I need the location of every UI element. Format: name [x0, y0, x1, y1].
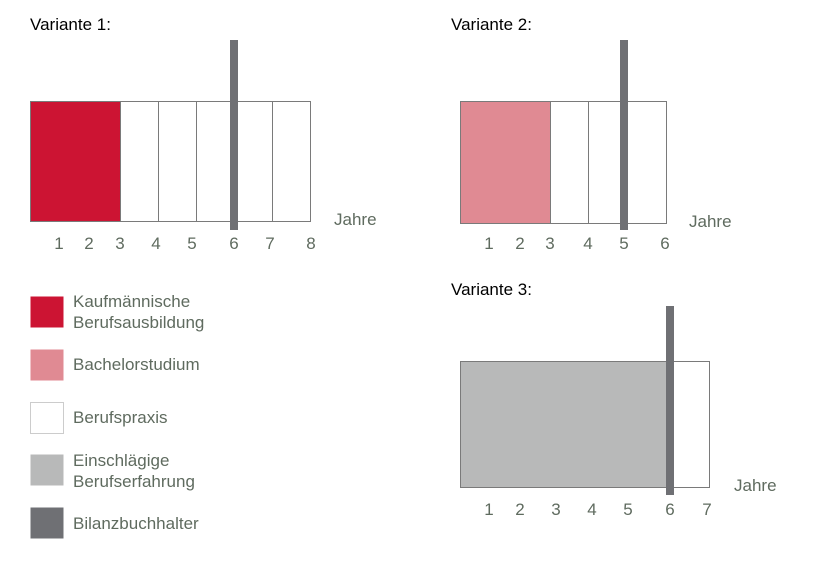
variant-3-tick-label: 5	[623, 500, 632, 519]
variant-1-segment-praxis	[234, 101, 273, 222]
legend-swatch-bachelor	[30, 349, 64, 381]
variant-1-tick-label: 5	[187, 234, 196, 253]
variant-3-ticks: 1 2 3 4 5 6 7	[484, 500, 711, 519]
variant-2-tick-label: 1	[484, 234, 493, 253]
variant-1: Variante 1: 1 2 3 4 5 6 7 8 Jahre	[30, 15, 377, 253]
variant-1-title: Variante 1:	[30, 15, 111, 34]
legend-label-bilanz: Bilanzbuchhalter	[73, 514, 199, 533]
legend-label-kaufmaennisch: Kaufmännische	[73, 292, 190, 311]
legend-swatch-kaufmaennisch	[30, 296, 64, 328]
variant-1-segment-praxis	[196, 101, 235, 222]
variant-2-segment-praxis	[626, 101, 667, 224]
variant-1-segment-praxis	[158, 101, 197, 222]
variant-1-tick-label: 1	[54, 234, 63, 253]
legend-label-bachelor: Bachelorstudium	[73, 355, 200, 374]
variant-3-bar	[460, 306, 710, 495]
variant-2-segment-praxis	[550, 101, 589, 224]
variant-3-tick-label: 7	[702, 500, 711, 519]
variant-1-tick-label: 6	[229, 234, 238, 253]
variant-3-tick-label: 4	[587, 500, 596, 519]
variant-1-bar	[30, 40, 311, 230]
variant-3-tick-label: 2	[515, 500, 524, 519]
legend-item-bilanz: Bilanzbuchhalter	[30, 507, 199, 539]
legend-swatch-erfahrung	[30, 454, 64, 486]
variant-2-bar	[460, 40, 667, 230]
variant-3-unit-label: Jahre	[734, 476, 777, 495]
variant-1-segment-kaufmaennisch	[30, 101, 121, 222]
variant-1-segment-praxis	[120, 101, 159, 222]
legend-swatch-bilanz	[30, 507, 64, 539]
variant-2-tick-label: 6	[660, 234, 669, 253]
variant-1-tick-label: 8	[306, 234, 315, 253]
variant-2-tick-label: 4	[583, 234, 592, 253]
variant-3-tick-label: 1	[484, 500, 493, 519]
variant-3-bilanzbuchhalter-marker	[666, 306, 674, 495]
variant-3-title: Variante 3:	[451, 280, 532, 299]
legend-label-erfahrung: Berufserfahrung	[73, 472, 195, 491]
variant-2-segment-bachelor	[460, 101, 551, 224]
legend-swatch-praxis	[30, 402, 64, 434]
variant-1-bilanzbuchhalter-marker	[230, 40, 238, 230]
variant-1-unit-label: Jahre	[334, 210, 377, 229]
variant-3-tick-label: 3	[551, 500, 560, 519]
legend: Kaufmännische Berufsausbildung Bachelorstu…	[30, 292, 204, 539]
variant-2-ticks: 1 2 3 4 5 6	[484, 234, 669, 253]
variant-2-bilanzbuchhalter-marker	[620, 40, 628, 230]
variant-1-tick-label: 4	[151, 234, 160, 253]
variant-2-tick-label: 5	[619, 234, 628, 253]
variant-3-segment-erfahrung	[460, 361, 670, 488]
variant-3: Variante 3: 1 2 3 4 5 6 7 Jahre	[451, 280, 777, 519]
legend-label-erfahrung: Einschlägige	[73, 451, 169, 470]
variant-3-segment-praxis	[669, 361, 710, 488]
variant-1-segment-praxis	[272, 101, 311, 222]
variant-1-tick-label: 2	[84, 234, 93, 253]
variant-3-tick-label: 6	[665, 500, 674, 519]
variant-1-tick-label: 7	[265, 234, 274, 253]
variant-2-unit-label: Jahre	[689, 212, 732, 231]
legend-item-erfahrung: Einschlägige Berufserfahrung	[30, 451, 195, 491]
variant-2-title: Variante 2:	[451, 15, 532, 34]
legend-item-bachelor: Bachelorstudium	[30, 349, 200, 381]
variant-1-tick-label: 3	[115, 234, 124, 253]
variant-2: Variante 2: 1 2 3 4 5 6 Jahre	[451, 15, 732, 253]
variant-2-tick-label: 2	[515, 234, 524, 253]
legend-item-kaufmaennisch: Kaufmännische Berufsausbildung	[30, 292, 204, 332]
legend-label-kaufmaennisch: Berufsausbildung	[73, 313, 204, 332]
variant-2-tick-label: 3	[545, 234, 554, 253]
legend-item-praxis: Berufspraxis	[30, 402, 167, 434]
legend-label-praxis: Berufspraxis	[73, 408, 167, 427]
variant-1-ticks: 1 2 3 4 5 6 7 8	[54, 234, 315, 253]
